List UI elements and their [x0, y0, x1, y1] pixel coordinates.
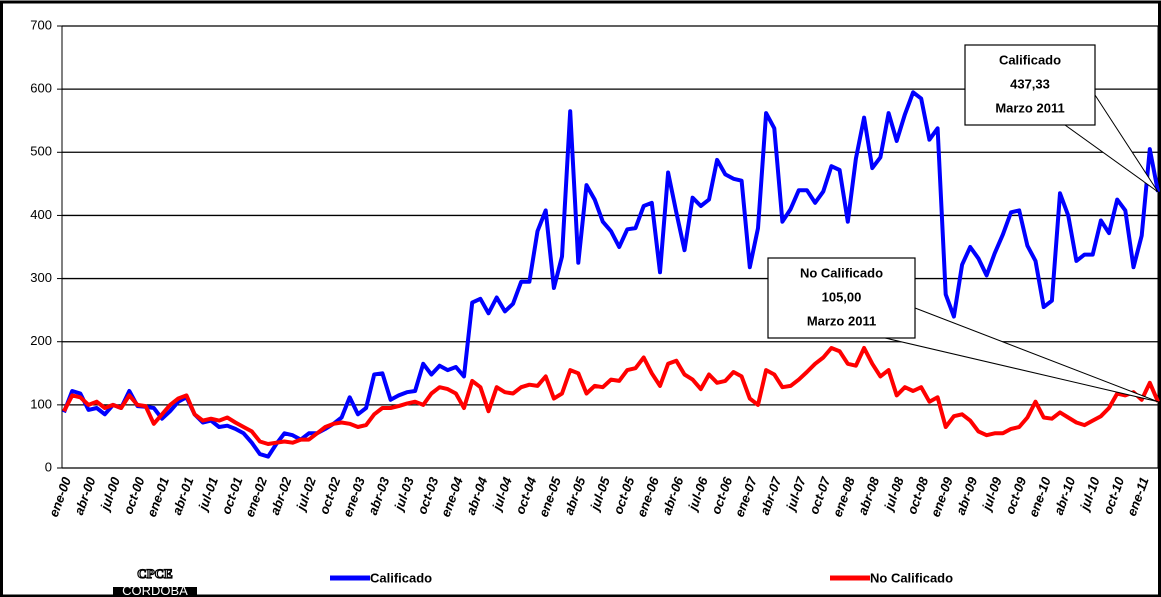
- y-tick-label: 600: [30, 81, 52, 96]
- y-tick-label: 0: [45, 459, 52, 474]
- callout-box: [964, 44, 1096, 126]
- callout-text: 437,33: [1010, 76, 1050, 91]
- logo-band: [113, 587, 197, 595]
- callout-text: No Calificado: [800, 265, 883, 280]
- logo-sub: CORDOBA: [122, 583, 188, 597]
- series-line: [62, 346, 1160, 446]
- y-tick-label: 400: [30, 207, 52, 222]
- callout-text: Marzo 2011: [807, 313, 876, 328]
- legend-label: No Calificado: [870, 570, 953, 585]
- legend-label: Calificado: [370, 570, 432, 585]
- series-line: [62, 90, 1160, 459]
- callout-text: 105,00: [822, 289, 862, 304]
- y-tick-label: 200: [30, 333, 52, 348]
- callout-pointer: [884, 307, 1159, 403]
- y-tick-label: 100: [30, 396, 52, 411]
- logo: CPCE: [137, 566, 172, 581]
- y-tick-label: 300: [30, 270, 52, 285]
- callout-text: Calificado: [999, 52, 1061, 67]
- y-tick-label: 500: [30, 144, 52, 159]
- callout-text: Marzo 2011: [995, 100, 1064, 115]
- callout-box: [767, 257, 916, 339]
- y-tick-label: 700: [30, 17, 52, 32]
